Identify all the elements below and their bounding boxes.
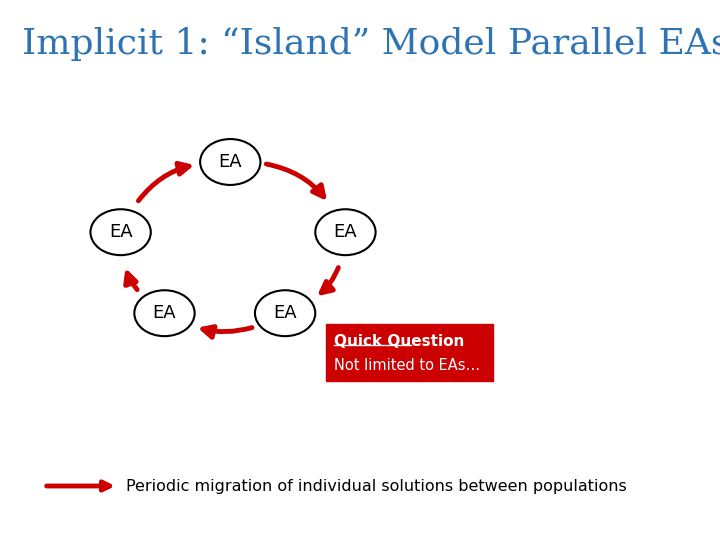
Ellipse shape [91, 210, 150, 255]
Text: Periodic migration of individual solutions between populations: Periodic migration of individual solutio… [126, 478, 627, 494]
Text: Not limited to EAs…: Not limited to EAs… [335, 357, 480, 373]
Text: EA: EA [218, 153, 242, 171]
Ellipse shape [315, 210, 376, 255]
Text: Implicit 1: “Island” Model Parallel EAs: Implicit 1: “Island” Model Parallel EAs [22, 27, 720, 61]
Text: Quick Question: Quick Question [335, 334, 465, 349]
FancyArrowPatch shape [126, 273, 137, 289]
FancyArrowPatch shape [266, 164, 324, 197]
Text: EA: EA [109, 223, 132, 241]
FancyArrowPatch shape [203, 327, 252, 338]
FancyArrowPatch shape [321, 268, 338, 293]
Text: EA: EA [333, 223, 357, 241]
Ellipse shape [135, 291, 194, 336]
Text: EA: EA [274, 304, 297, 322]
Ellipse shape [200, 139, 261, 185]
Ellipse shape [255, 291, 315, 336]
FancyBboxPatch shape [326, 324, 493, 381]
FancyArrowPatch shape [47, 482, 109, 490]
FancyArrowPatch shape [138, 163, 189, 201]
Text: EA: EA [153, 304, 176, 322]
